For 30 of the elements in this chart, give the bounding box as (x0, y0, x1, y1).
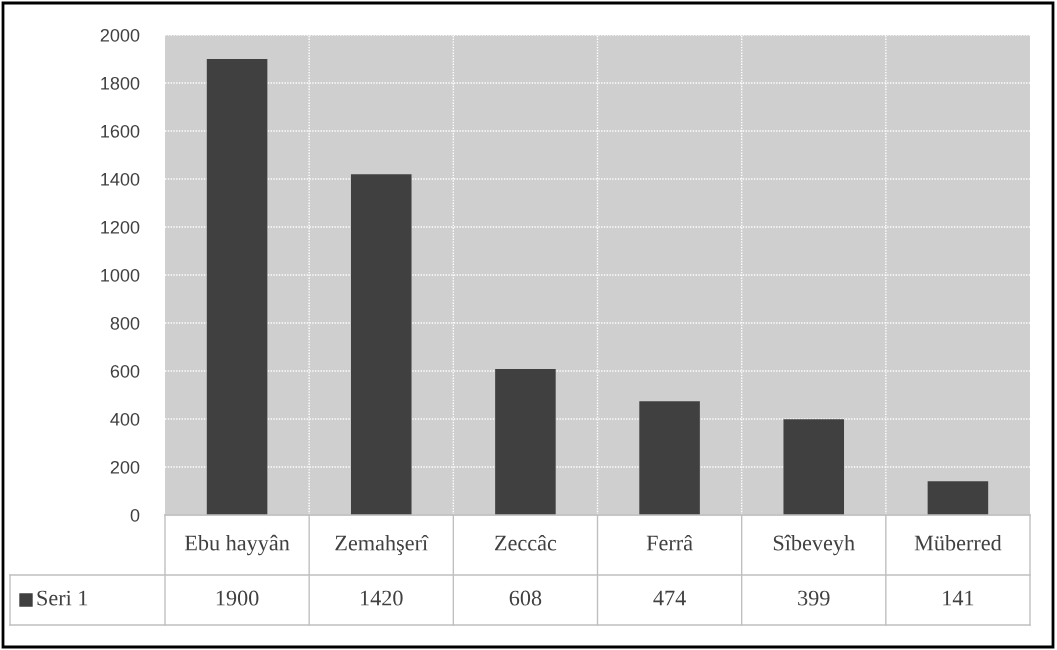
y-tick-label: 1800 (101, 76, 140, 90)
y-tick-label: 800 (110, 316, 140, 330)
data-label: 474 (653, 590, 686, 606)
y-tick-label: 600 (110, 364, 140, 378)
y-tick-label: 1600 (101, 124, 140, 138)
data-label: 399 (798, 590, 830, 606)
legend-label: Seri 1 (37, 590, 88, 606)
x-tick-label: Zeccâc (495, 534, 557, 551)
y-tick-label: 2000 (100, 28, 140, 42)
bar (350, 174, 412, 515)
x-tick-label: Ferrâ (646, 534, 693, 551)
bar (639, 401, 700, 515)
data-label: 1420 (360, 590, 403, 606)
x-tick-label: Sîbeveyh (773, 534, 855, 556)
x-tick-label: Zemahşerî (335, 534, 429, 556)
y-tick-label: 400 (110, 412, 140, 426)
bar (927, 481, 989, 515)
y-tick-label: 1400 (101, 172, 140, 186)
data-label: 1900 (216, 590, 259, 606)
data-label: 608 (509, 590, 542, 606)
y-tick-label: 0 (130, 508, 140, 522)
bar (206, 59, 268, 515)
y-tick-label: 200 (110, 460, 140, 474)
bar (495, 369, 556, 515)
x-tick-label: Müberred (914, 534, 1002, 551)
x-tick-label: Ebu hayyân (184, 534, 290, 556)
y-tick-label: 1200 (101, 220, 140, 234)
data-label: 141 (943, 590, 974, 606)
y-tick-label: 1000 (101, 268, 140, 282)
bar (783, 419, 845, 515)
